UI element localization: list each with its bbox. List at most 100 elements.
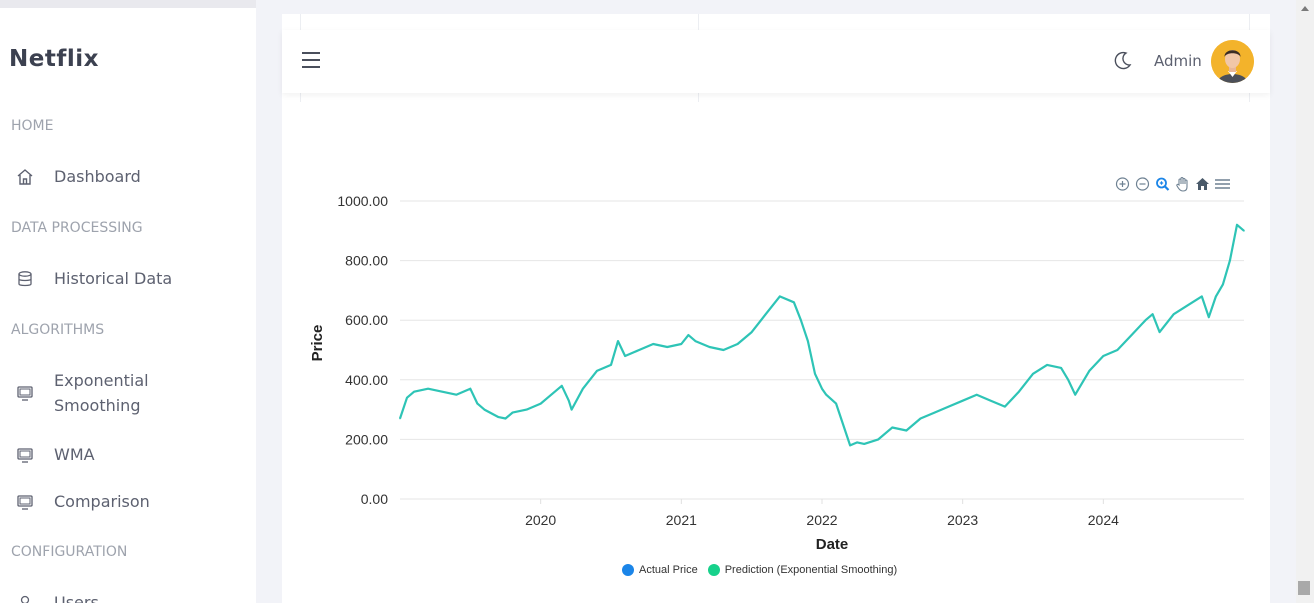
- data-point: [1102, 355, 1105, 357]
- data-point: [1046, 364, 1048, 366]
- data-point: [617, 340, 619, 342]
- y-tick-label: 200.00: [345, 431, 388, 447]
- data-point: [1222, 283, 1224, 286]
- data-point: [933, 411, 936, 414]
- zoom-out-icon[interactable]: [1134, 175, 1151, 193]
- data-point: [652, 343, 654, 345]
- page-scrollbar[interactable]: [1296, 0, 1314, 603]
- chart-toolbar: [1114, 175, 1231, 195]
- data-point: [497, 416, 500, 418]
- data-point: [582, 387, 584, 390]
- data-point: [877, 438, 880, 441]
- data-point: [570, 408, 573, 411]
- sidebar-item-wma[interactable]: WMA: [16, 442, 95, 467]
- sidebar-item-historical-data[interactable]: Historical Data: [16, 266, 172, 291]
- price-chart: 0.00 200.00 400.00 600.00 800.00 1000.00 2020 2…: [282, 93, 1270, 603]
- label-line: Smoothing: [54, 396, 141, 415]
- series-line-prediction: [398, 223, 1245, 447]
- data-point: [1215, 295, 1217, 298]
- sidebar-item-dashboard[interactable]: Dashboard: [16, 164, 141, 189]
- data-point: [764, 313, 767, 316]
- sidebar: Netflix HOME Dashboard DATA PROCESSING H…: [0, 0, 256, 603]
- legend-prediction[interactable]: Prediction (Exponential Smoothing): [707, 564, 898, 576]
- data-point: [990, 399, 992, 402]
- monitor-icon: [16, 446, 34, 464]
- data-point: [596, 370, 598, 372]
- data-point: [821, 387, 823, 390]
- data-point: [399, 417, 401, 420]
- y-tick-label: 400.00: [345, 372, 388, 388]
- scroll-thumb[interactable]: [1298, 581, 1310, 595]
- data-point: [469, 387, 472, 390]
- moon-icon[interactable]: [1113, 50, 1133, 70]
- admin-label[interactable]: Admin: [1154, 52, 1202, 70]
- data-point: [975, 393, 978, 396]
- data-point: [476, 402, 479, 405]
- data-point: [800, 319, 802, 321]
- data-point: [483, 408, 486, 411]
- data-point: [638, 349, 640, 351]
- data-point: [1151, 313, 1154, 316]
- data-point: [750, 331, 753, 333]
- pan-icon[interactable]: [1174, 175, 1191, 193]
- selection-zoom-icon[interactable]: [1154, 175, 1171, 193]
- legend-label: Prediction (Exponential Smoothing): [724, 564, 898, 576]
- data-point: [736, 343, 739, 345]
- data-point: [793, 301, 795, 304]
- data-point: [708, 346, 711, 348]
- legend-actual-price[interactable]: Actual Price: [622, 564, 698, 576]
- x-tick-label: 2022: [806, 512, 837, 528]
- section-home: HOME: [11, 118, 54, 134]
- data-point: [1130, 334, 1133, 336]
- hamburger-icon[interactable]: [302, 52, 320, 68]
- sidebar-item-label: Exponential Smoothing: [54, 368, 149, 418]
- data-point: [1067, 379, 1069, 381]
- legend-marker: [707, 564, 720, 576]
- top-bar: Admin: [282, 30, 1270, 93]
- brand-title[interactable]: Netflix: [9, 46, 99, 72]
- menu-icon[interactable]: [1214, 175, 1231, 193]
- data-point: [511, 411, 514, 414]
- sidebar-item-label: WMA: [54, 445, 95, 464]
- y-tick-label: 0.00: [361, 491, 388, 507]
- sidebar-item-label: Historical Data: [54, 269, 173, 288]
- monitor-icon: [16, 384, 34, 402]
- database-icon: [16, 270, 34, 288]
- chart-canvas: 0.00 200.00 400.00 600.00 800.00 1000.00 2020 2…: [309, 193, 1245, 553]
- data-point: [1208, 316, 1210, 319]
- x-tick-label: 2023: [947, 512, 978, 528]
- data-point: [863, 443, 865, 445]
- section-data-processing: DATA PROCESSING: [11, 220, 143, 236]
- data-point: [539, 402, 542, 405]
- avatar[interactable]: [1211, 40, 1254, 83]
- y-tick-label: 1000.00: [337, 193, 388, 209]
- x-tick-label: 2021: [666, 512, 697, 528]
- data-point: [441, 390, 443, 393]
- chart-legend: Actual Price Prediction (Exponential Smo…: [622, 564, 907, 576]
- reset-home-icon[interactable]: [1194, 175, 1211, 193]
- data-point: [905, 429, 908, 432]
- data-point: [624, 355, 626, 357]
- sidebar-item-users[interactable]: Users: [16, 590, 99, 603]
- data-point: [413, 390, 415, 393]
- data-point: [1088, 370, 1091, 372]
- scroll-up-arrow-icon[interactable]: [1301, 6, 1309, 11]
- data-point: [1158, 331, 1161, 333]
- data-point: [1032, 373, 1034, 375]
- sidebar-item-comparison[interactable]: Comparison: [16, 489, 150, 514]
- data-point: [1018, 390, 1020, 393]
- data-point: [722, 349, 725, 351]
- data-point: [455, 393, 458, 396]
- data-point: [779, 295, 781, 298]
- data-point: [1074, 393, 1076, 396]
- data-point: [610, 364, 612, 366]
- zoom-in-icon[interactable]: [1114, 175, 1131, 193]
- y-tick-label: 800.00: [345, 253, 388, 269]
- sidebar-item-exponential-smoothing[interactable]: Exponential Smoothing: [16, 368, 149, 418]
- data-point: [666, 346, 669, 348]
- sidebar-item-label: Dashboard: [54, 167, 141, 186]
- label-line: Exponential: [54, 371, 149, 390]
- data-point: [1004, 405, 1006, 408]
- data-point: [856, 441, 858, 444]
- x-axis-title: Date: [816, 536, 849, 553]
